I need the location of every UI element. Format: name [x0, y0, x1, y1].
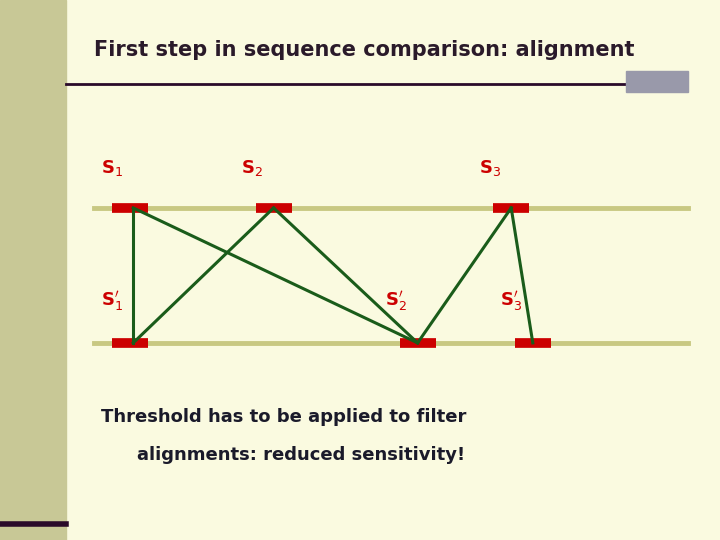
Text: $\mathbf{S}_1'$: $\mathbf{S}_1'$ — [101, 289, 123, 313]
Text: $\mathbf{S}_2$: $\mathbf{S}_2$ — [241, 158, 263, 178]
Text: $\mathbf{S}_2'$: $\mathbf{S}_2'$ — [385, 289, 407, 313]
Bar — [0, 0, 66, 540]
Text: $\mathbf{S}_1$: $\mathbf{S}_1$ — [101, 158, 123, 178]
Text: $\mathbf{S}_3'$: $\mathbf{S}_3'$ — [500, 289, 523, 313]
Bar — [626, 71, 688, 92]
Text: alignments: reduced sensitivity!: alignments: reduced sensitivity! — [137, 446, 465, 463]
Text: First step in sequence comparison: alignment: First step in sequence comparison: align… — [94, 40, 634, 60]
Text: Threshold has to be applied to filter: Threshold has to be applied to filter — [101, 408, 466, 426]
Text: $\mathbf{S}_3$: $\mathbf{S}_3$ — [479, 158, 501, 178]
